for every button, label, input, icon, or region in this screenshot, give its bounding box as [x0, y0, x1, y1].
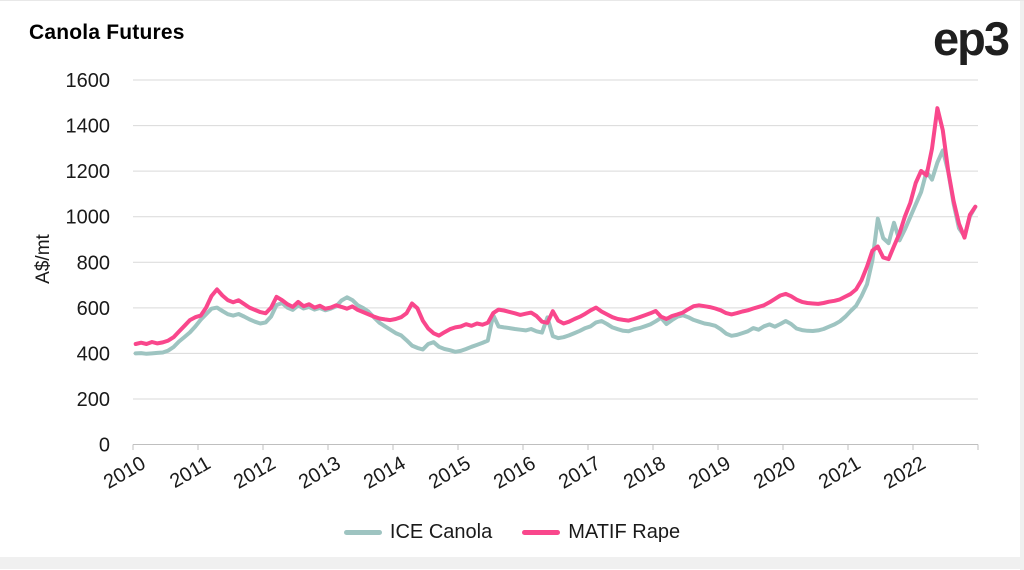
- series-line-ice-canola: [133, 148, 978, 356]
- gridlines: [133, 79, 978, 400]
- x-tick-label: 2013: [295, 452, 345, 493]
- x-tick-label: 2019: [685, 452, 735, 493]
- x-tick-label: 2022: [880, 452, 930, 493]
- x-tick-label: 2016: [490, 452, 540, 493]
- y-tick-label: 200: [77, 389, 110, 411]
- legend-item-matif-rape: MATIF Rape: [522, 521, 680, 544]
- x-tick-label: 2012: [230, 452, 280, 493]
- x-tick-label: 2011: [166, 452, 214, 493]
- x-tick-label: 2021: [815, 452, 865, 493]
- y-tick-label: 1600: [66, 70, 111, 92]
- y-tick-labels: 0 200 400 600 800 1000 1200 1400 1600: [66, 70, 111, 457]
- ice-canola-line-swatch: [343, 530, 382, 535]
- chart-title: Canola Futures: [29, 21, 185, 44]
- ep3-logo: ep3: [933, 12, 1010, 65]
- legend: ICE Canola MATIF Rape: [0, 521, 1024, 544]
- y-tick-label: 600: [77, 298, 110, 320]
- y-tick-label: 0: [99, 435, 110, 457]
- legend-label-ice-canola: ICE Canola: [389, 521, 493, 543]
- y-tick-label: 1400: [66, 116, 111, 138]
- x-tick-labels: 2010 2011 2012 2013 2014 2015 2016 2017 2018 2019…: [100, 452, 930, 493]
- page-bottom-edge: [0, 557, 1024, 569]
- x-tick-label: 2015: [425, 452, 475, 493]
- y-tick-label: 400: [77, 343, 110, 365]
- legend-item-ice-canola: ICE Canola: [343, 521, 493, 544]
- x-tick-label: 2020: [750, 452, 800, 493]
- series-line-matif-rape: [133, 106, 978, 346]
- x-tick-label: 2014: [360, 452, 410, 493]
- y-tick-label: 1000: [66, 207, 111, 229]
- x-axis: [132, 444, 979, 450]
- x-tick-label: 2010: [100, 452, 150, 493]
- legend-label-matif-rape: MATIF Rape: [568, 521, 681, 543]
- x-tick-label: 2018: [620, 452, 670, 493]
- y-tick-label: 1200: [66, 161, 111, 183]
- x-tick-label: 2017: [555, 452, 605, 493]
- page-right-edge: [1020, 1, 1024, 570]
- matif-rape-line-swatch: [522, 530, 561, 535]
- y-tick-label: 800: [77, 252, 110, 274]
